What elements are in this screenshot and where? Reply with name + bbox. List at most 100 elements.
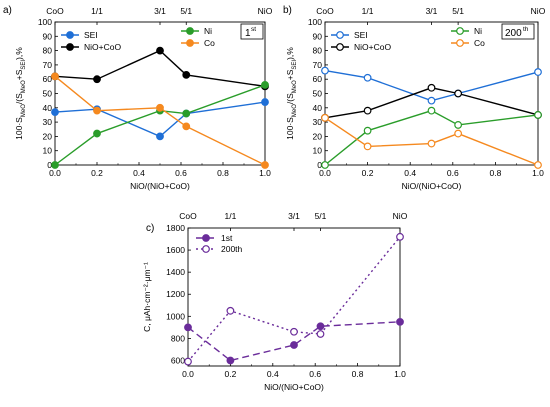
panel-0: a) 0.0 0.2 0.4 0.6 0.8 1.0 0 10 20 30 40 50 60 70 80 90 1…	[3, 5, 273, 191]
y-tick-label: 0	[47, 160, 52, 170]
data-point	[363, 73, 372, 82]
top-tick-label: NiO	[531, 6, 546, 16]
data-point	[156, 132, 164, 141]
x-tick-label: 0.4	[267, 369, 279, 379]
x-tick-label: 1.0	[394, 369, 406, 379]
data-point	[454, 121, 463, 129]
top-tick-label: 5/1	[180, 6, 192, 16]
y-tick-label: 10	[43, 146, 53, 156]
data-point	[363, 126, 372, 135]
data-point	[182, 71, 191, 79]
y-axis-label: 100·SMeO/(SMeO+SSEI),%	[14, 47, 27, 140]
legend-entry: 200th	[196, 244, 243, 254]
data-point	[51, 108, 59, 116]
data-point	[182, 122, 191, 131]
y-tick-label: 1800	[166, 223, 185, 233]
x-tick-label: 0.8	[352, 369, 364, 379]
legend-entry: Co	[181, 38, 215, 48]
y-tick-label: 40	[313, 103, 323, 113]
y-tick-label: 600	[171, 355, 185, 365]
data-point	[454, 129, 463, 138]
data-point	[51, 161, 59, 169]
series-line-1st	[187, 321, 401, 362]
legend-marker	[186, 39, 194, 47]
x-axis-label: NiO/(NiO+CoO)	[402, 181, 462, 191]
legend-entry: NiO+CoO	[61, 42, 121, 52]
corner-box	[501, 23, 535, 40]
legend-label: Ni	[204, 26, 212, 36]
data-point	[290, 341, 298, 349]
legend-entry: NiO+CoO	[331, 42, 391, 52]
data-point	[321, 66, 329, 75]
y-axis-label: 100·SMeO/(SMeO+SSEI),%	[285, 47, 298, 140]
data-point	[427, 96, 436, 105]
x-tick-label: 1.0	[532, 168, 544, 178]
series-line-ni	[324, 109, 539, 166]
data-point	[226, 356, 235, 365]
x-tick-label: 0.8	[489, 168, 501, 178]
y-tick-label: 0	[317, 160, 322, 170]
top-tick-label: 5/1	[315, 211, 327, 221]
y-tick-label: 800	[171, 333, 185, 343]
y-tick-label: 30	[43, 117, 53, 127]
legend-entry: Ni	[451, 26, 482, 36]
x-axis-label: NiO/(NiO+CoO)	[130, 181, 190, 191]
data-point	[290, 327, 298, 336]
data-point	[51, 72, 59, 81]
legend-marker	[456, 39, 464, 47]
legend-marker	[202, 234, 210, 242]
y-tick-label: 100	[308, 17, 322, 27]
legend-entry: Ni	[181, 26, 212, 36]
data-point	[427, 83, 436, 92]
legend-label: NiO+CoO	[354, 42, 391, 52]
data-point	[156, 46, 164, 55]
corner-box	[240, 23, 264, 40]
top-tick-label: 1/1	[224, 211, 236, 221]
legend-label: NiO+CoO	[84, 42, 121, 52]
top-tick-label: CoO	[316, 6, 334, 16]
legend-entry: 1st	[196, 233, 233, 243]
legend-entry: SEI	[61, 30, 98, 40]
corner-label-sup: th	[523, 26, 529, 33]
data-point	[226, 306, 235, 315]
data-point	[93, 75, 101, 84]
y-tick-label: 100	[38, 17, 52, 27]
series-line-co	[54, 75, 266, 166]
legend-marker	[202, 245, 210, 253]
legend-label: SEI	[84, 30, 98, 40]
data-point	[261, 81, 269, 89]
data-point	[261, 161, 269, 169]
x-tick-label: 0.0	[182, 369, 194, 379]
legend-marker	[66, 31, 74, 39]
legend-marker	[456, 27, 464, 35]
x-tick-label: 0.4	[404, 168, 416, 178]
x-tick-label: 0.2	[91, 168, 103, 178]
data-point	[396, 317, 404, 326]
data-point	[184, 323, 192, 332]
y-axis-label: C, μAh·cm⁻²·μm⁻¹	[142, 262, 152, 332]
series-line-200th	[187, 236, 401, 363]
data-point	[93, 106, 101, 115]
y-tick-label: 70	[313, 60, 323, 70]
data-point	[534, 111, 542, 119]
series-line-ni	[54, 84, 266, 166]
x-tick-label: 0.6	[175, 168, 187, 178]
data-point	[93, 129, 101, 138]
top-tick-label: 3/1	[426, 6, 438, 16]
legend-label: 200th	[221, 244, 243, 254]
data-point	[321, 161, 329, 169]
data-point	[454, 89, 463, 98]
x-tick-label: 0.2	[224, 369, 236, 379]
x-tick-label: 0.0	[49, 168, 61, 178]
top-tick-label: 3/1	[154, 6, 166, 16]
data-point	[427, 139, 436, 148]
y-tick-label: 20	[43, 131, 53, 141]
data-point	[534, 161, 542, 169]
data-point	[261, 98, 269, 106]
legend-marker	[186, 27, 194, 35]
top-tick-label: NiO	[393, 211, 408, 221]
x-tick-label: 0.4	[133, 168, 145, 178]
legend-entry: SEI	[331, 30, 368, 40]
legend-label: Co	[474, 38, 485, 48]
legend-label: SEI	[354, 30, 368, 40]
